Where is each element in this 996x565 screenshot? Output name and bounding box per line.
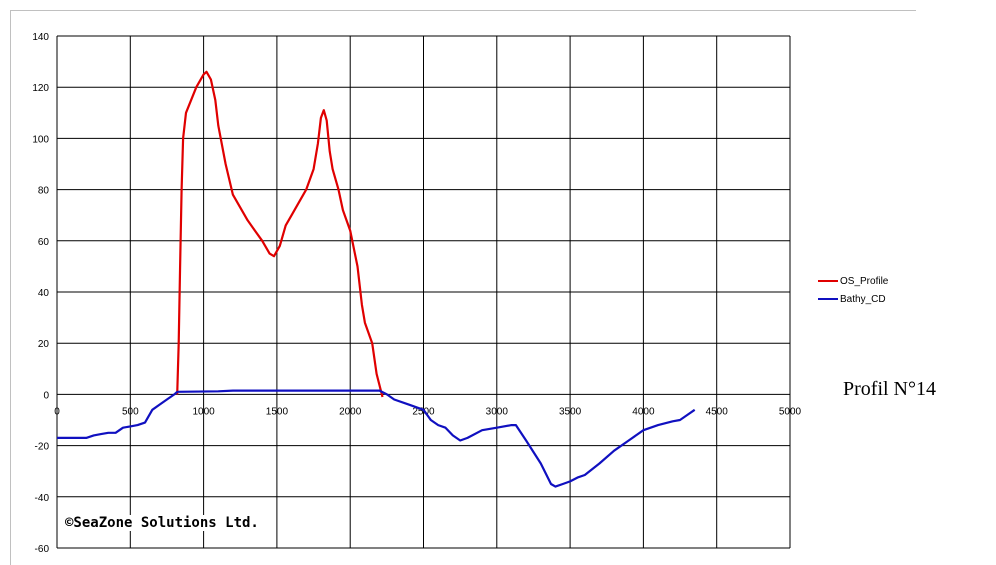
series-line-os-profile <box>176 70 384 398</box>
x-tick-label: 3500 <box>559 406 582 417</box>
copyright-notice: ©SeaZone Solutions Ltd. <box>63 515 261 531</box>
y-tick-label: 80 <box>38 186 50 197</box>
x-tick-label: 3000 <box>486 406 509 417</box>
chart-grid <box>56 35 791 549</box>
x-tick-label: 4000 <box>632 406 655 417</box>
y-tick-label: 20 <box>38 339 50 350</box>
legend-label-bathy-cd: Bathy_CD <box>840 293 886 305</box>
y-tick-label: -20 <box>35 442 50 453</box>
x-tick-label: 1500 <box>266 406 289 417</box>
profile-caption: Profil N°14 <box>843 378 936 400</box>
x-tick-label: 4500 <box>706 406 729 417</box>
x-tick-label: 0 <box>54 406 60 417</box>
legend-swatch-bathy-cd <box>818 298 838 300</box>
y-axis-ticks: 140 120 100 80 60 40 20 0 -20 -40 -60 <box>32 32 49 555</box>
x-tick-label: 5000 <box>779 406 802 417</box>
x-tick-label: 2000 <box>339 406 362 417</box>
y-tick-label: 100 <box>32 134 49 145</box>
x-tick-label: 500 <box>122 406 139 417</box>
y-tick-label: 120 <box>32 83 49 94</box>
chart-legend: OS_Profile Bathy_CD <box>818 272 910 308</box>
chart-series <box>57 70 696 488</box>
legend-swatch-os-profile <box>818 280 838 282</box>
legend-item-os-profile: OS_Profile <box>818 272 910 290</box>
y-tick-label: 0 <box>43 390 49 401</box>
chart-frame <box>10 10 916 565</box>
y-tick-label: 60 <box>38 237 50 248</box>
legend-item-bathy-cd: Bathy_CD <box>818 290 910 308</box>
y-tick-label: -60 <box>35 544 50 555</box>
y-tick-label: 140 <box>32 32 49 43</box>
series-line-bathy-cd <box>57 389 696 488</box>
x-tick-label: 1000 <box>192 406 215 417</box>
y-tick-label: -40 <box>35 493 50 504</box>
y-tick-label: 40 <box>38 288 50 299</box>
legend-label-os-profile: OS_Profile <box>840 275 889 287</box>
